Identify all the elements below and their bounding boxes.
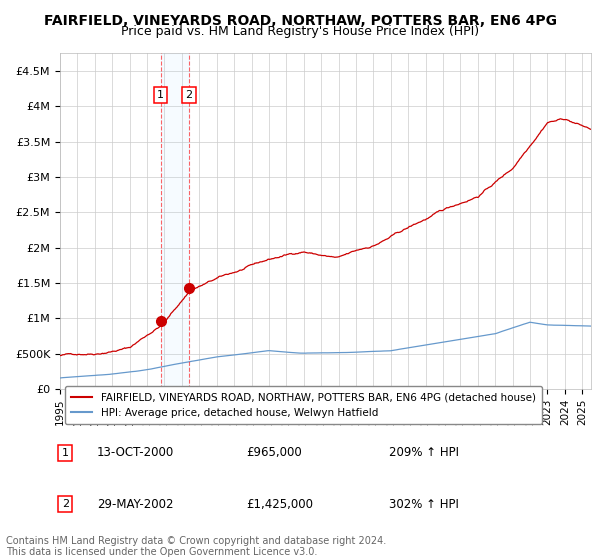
Text: £1,425,000: £1,425,000 bbox=[246, 497, 313, 511]
Text: 302% ↑ HPI: 302% ↑ HPI bbox=[389, 497, 459, 511]
Text: 209% ↑ HPI: 209% ↑ HPI bbox=[389, 446, 459, 459]
Text: 1: 1 bbox=[62, 448, 69, 458]
Text: 13-OCT-2000: 13-OCT-2000 bbox=[97, 446, 175, 459]
Text: FAIRFIELD, VINEYARDS ROAD, NORTHAW, POTTERS BAR, EN6 4PG: FAIRFIELD, VINEYARDS ROAD, NORTHAW, POTT… bbox=[44, 14, 557, 28]
Text: 29-MAY-2002: 29-MAY-2002 bbox=[97, 497, 173, 511]
Legend: FAIRFIELD, VINEYARDS ROAD, NORTHAW, POTTERS BAR, EN6 4PG (detached house), HPI: : FAIRFIELD, VINEYARDS ROAD, NORTHAW, POTT… bbox=[65, 386, 542, 424]
Text: 1: 1 bbox=[157, 90, 164, 100]
Bar bbox=[161, 53, 189, 389]
Text: 2: 2 bbox=[185, 90, 193, 100]
Text: £965,000: £965,000 bbox=[246, 446, 302, 459]
Text: 2: 2 bbox=[62, 499, 69, 509]
Text: Contains HM Land Registry data © Crown copyright and database right 2024.
This d: Contains HM Land Registry data © Crown c… bbox=[6, 535, 386, 557]
Text: Price paid vs. HM Land Registry's House Price Index (HPI): Price paid vs. HM Land Registry's House … bbox=[121, 25, 479, 38]
